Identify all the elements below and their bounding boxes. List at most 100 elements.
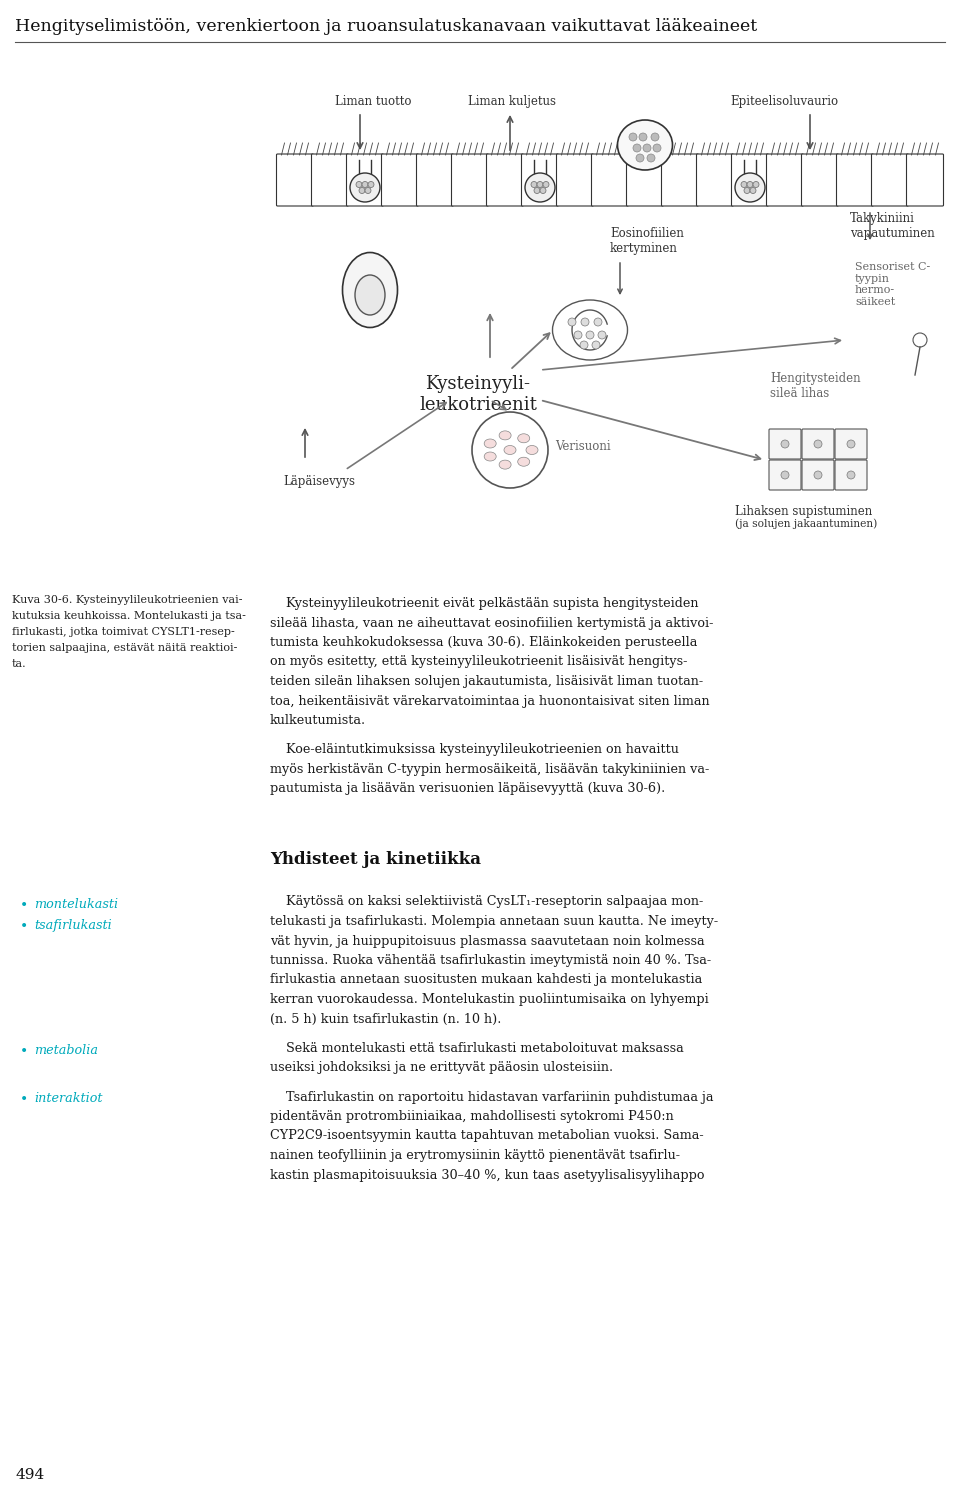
FancyBboxPatch shape — [557, 155, 593, 206]
Circle shape — [574, 332, 582, 339]
Circle shape — [651, 134, 659, 141]
Circle shape — [356, 182, 362, 188]
Text: telukasti ja tsafirlukasti. Molempia annetaan suun kautta. Ne imeyty-: telukasti ja tsafirlukasti. Molempia ann… — [270, 916, 718, 928]
Text: Tsafirlukastin on raportoitu hidastavan varfariinin puhdistumaa ja: Tsafirlukastin on raportoitu hidastavan … — [270, 1091, 713, 1103]
Circle shape — [814, 440, 822, 447]
Text: firlukasti, jotka toimivat CYSLT1-resep-: firlukasti, jotka toimivat CYSLT1-resep- — [12, 627, 235, 636]
Text: Yhdisteet ja kinetiikka: Yhdisteet ja kinetiikka — [270, 851, 481, 868]
FancyBboxPatch shape — [311, 155, 348, 206]
FancyBboxPatch shape — [381, 155, 419, 206]
Text: kastin plasmapitoisuuksia 30–40 %, kun taas asetyylisalisyylihappo: kastin plasmapitoisuuksia 30–40 %, kun t… — [270, 1168, 705, 1181]
FancyBboxPatch shape — [802, 459, 834, 489]
Text: 494: 494 — [15, 1468, 44, 1481]
Circle shape — [781, 440, 789, 447]
Text: Läpäisevyys: Läpäisevyys — [283, 474, 355, 488]
Ellipse shape — [484, 452, 496, 461]
Circle shape — [636, 155, 644, 162]
Ellipse shape — [350, 173, 380, 203]
Circle shape — [365, 188, 371, 194]
Circle shape — [781, 471, 789, 479]
Text: interaktiot: interaktiot — [34, 1093, 103, 1106]
Circle shape — [359, 188, 365, 194]
FancyBboxPatch shape — [347, 155, 383, 206]
Circle shape — [750, 188, 756, 194]
Text: CYP2C9-isoentsyymin kautta tapahtuvan metabolian vuoksi. Sama-: CYP2C9-isoentsyymin kautta tapahtuvan me… — [270, 1129, 704, 1142]
Ellipse shape — [499, 461, 511, 470]
Text: •: • — [20, 898, 28, 911]
Circle shape — [814, 471, 822, 479]
Text: (ja solujen jakaantuminen): (ja solujen jakaantuminen) — [735, 518, 877, 528]
FancyBboxPatch shape — [769, 459, 801, 489]
Circle shape — [744, 188, 750, 194]
Text: pidentävän protrombiiniaikaa, mahdollisesti sytokromi P450:n: pidentävän protrombiiniaikaa, mahdollise… — [270, 1111, 674, 1123]
Circle shape — [598, 332, 606, 339]
Text: Liman kuljetus: Liman kuljetus — [468, 95, 556, 108]
Circle shape — [847, 471, 855, 479]
Text: useiksi johdoksiksi ja ne erittyvät pääosin ulosteisiin.: useiksi johdoksiksi ja ne erittyvät pääo… — [270, 1061, 613, 1075]
Ellipse shape — [526, 446, 538, 455]
FancyBboxPatch shape — [591, 155, 629, 206]
Circle shape — [633, 144, 641, 152]
Text: torien salpaajina, estävät näitä reaktioi-: torien salpaajina, estävät näitä reaktio… — [12, 642, 237, 653]
FancyBboxPatch shape — [521, 155, 559, 206]
Text: Liman tuotto: Liman tuotto — [335, 95, 412, 108]
Circle shape — [531, 182, 537, 188]
Text: metabolia: metabolia — [34, 1043, 98, 1057]
Text: nainen teofylliinin ja erytromysiinin käyttö pienentävät tsafirlu-: nainen teofylliinin ja erytromysiinin kä… — [270, 1148, 680, 1162]
Text: Hengityselimistöön, verenkiertoon ja ruoansulatuskanavaan vaikuttavat lääkeainee: Hengityselimistöön, verenkiertoon ja ruo… — [15, 18, 757, 35]
Text: Kuva 30-6. Kysteinyylileukotrieenien vai-: Kuva 30-6. Kysteinyylileukotrieenien vai… — [12, 594, 243, 605]
Ellipse shape — [499, 431, 511, 440]
FancyBboxPatch shape — [835, 459, 867, 489]
Circle shape — [913, 333, 927, 347]
Text: firlukastia annetaan suositusten mukaan kahdesti ja montelukastia: firlukastia annetaan suositusten mukaan … — [270, 974, 703, 986]
FancyBboxPatch shape — [802, 429, 834, 459]
Ellipse shape — [355, 275, 385, 315]
Text: montelukasti: montelukasti — [34, 898, 118, 911]
FancyBboxPatch shape — [802, 155, 838, 206]
FancyBboxPatch shape — [906, 155, 944, 206]
Text: •: • — [20, 1093, 28, 1106]
Ellipse shape — [517, 458, 530, 467]
Circle shape — [540, 188, 546, 194]
FancyBboxPatch shape — [417, 155, 453, 206]
Circle shape — [629, 134, 637, 141]
Text: tunnissa. Ruoka vähentää tsafirlukastin imeytymistä noin 40 %. Tsa-: tunnissa. Ruoka vähentää tsafirlukastin … — [270, 955, 711, 967]
Text: Verisuoni: Verisuoni — [555, 440, 611, 453]
Circle shape — [647, 155, 655, 162]
Ellipse shape — [504, 446, 516, 455]
Circle shape — [568, 318, 576, 326]
Text: (n. 5 h) kuin tsafirlukastin (n. 10 h).: (n. 5 h) kuin tsafirlukastin (n. 10 h). — [270, 1013, 501, 1025]
FancyBboxPatch shape — [872, 155, 908, 206]
FancyBboxPatch shape — [276, 155, 314, 206]
Ellipse shape — [525, 173, 555, 203]
Text: Käytössä on kaksi selektiivistä CysLT₁-reseptorin salpaajaa mon-: Käytössä on kaksi selektiivistä CysLT₁-r… — [270, 896, 704, 908]
Circle shape — [753, 182, 759, 188]
Circle shape — [362, 182, 368, 188]
Circle shape — [581, 318, 589, 326]
Circle shape — [472, 411, 548, 488]
Circle shape — [747, 182, 753, 188]
Circle shape — [586, 332, 594, 339]
FancyBboxPatch shape — [487, 155, 523, 206]
Ellipse shape — [343, 252, 397, 327]
Circle shape — [537, 182, 543, 188]
Text: Koe-eläintutkimuksissa kysteinyylileukotrieenien on havaittu: Koe-eläintutkimuksissa kysteinyylileukot… — [270, 743, 679, 757]
Circle shape — [639, 134, 647, 141]
FancyBboxPatch shape — [766, 155, 804, 206]
Ellipse shape — [735, 173, 765, 203]
FancyBboxPatch shape — [769, 429, 801, 459]
FancyBboxPatch shape — [835, 429, 867, 459]
Text: •: • — [20, 919, 28, 934]
Circle shape — [592, 341, 600, 350]
FancyBboxPatch shape — [732, 155, 769, 206]
Text: pautumista ja lisäävän verisuonien läpäisevyyttä (kuva 30-6).: pautumista ja lisäävän verisuonien läpäi… — [270, 782, 665, 796]
FancyBboxPatch shape — [697, 155, 733, 206]
Circle shape — [368, 182, 374, 188]
FancyBboxPatch shape — [836, 155, 874, 206]
Text: toa, heikentäisivät värekarvatoimintaa ja huonontaisivat siten liman: toa, heikentäisivät värekarvatoimintaa j… — [270, 695, 709, 707]
Text: vät hyvin, ja huippupitoisuus plasmassa saavutetaan noin kolmessa: vät hyvin, ja huippupitoisuus plasmassa … — [270, 935, 705, 947]
Ellipse shape — [553, 300, 628, 360]
Text: myös herkistävän C-tyypin hermosäikeitä, lisäävän takykiniinien va-: myös herkistävän C-tyypin hermosäikeitä,… — [270, 763, 709, 776]
Text: Eosinofiilien
kertyminen: Eosinofiilien kertyminen — [610, 227, 684, 255]
Text: •: • — [20, 1043, 28, 1058]
